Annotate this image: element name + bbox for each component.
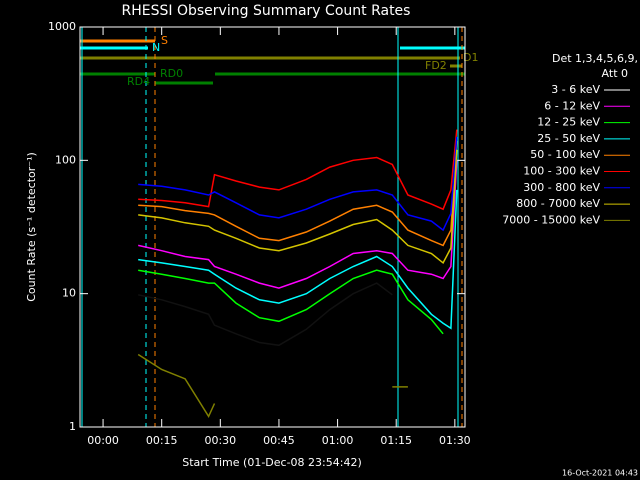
- series-line: [138, 160, 458, 289]
- x-tick-label: 01:00: [322, 434, 354, 447]
- legend-label: 300 - 800 keV: [523, 181, 600, 194]
- x-tick-label: 01:15: [380, 434, 412, 447]
- y-tick-label: 1000: [48, 20, 76, 33]
- legend-label: 50 - 100 keV: [530, 148, 600, 161]
- plot-frame: [79, 26, 466, 428]
- legend-label: 7000 - 15000 keV: [502, 213, 600, 226]
- legend-title: Att 0: [602, 67, 628, 80]
- annotation: S: [161, 34, 168, 47]
- y-tick-label: 1: [69, 420, 76, 433]
- legend-label: 12 - 25 keV: [537, 116, 600, 129]
- chart-title: RHESSI Observing Summary Count Rates: [122, 3, 411, 19]
- x-axis-label: Start Time (01-Dec-08 23:54:42): [182, 456, 362, 469]
- x-tick-label: 00:00: [87, 434, 119, 447]
- legend-label: 3 - 6 keV: [551, 83, 600, 96]
- annotation: RD0: [160, 67, 183, 80]
- y-axis-label: Count Rate (s⁻¹ detector⁻¹): [25, 152, 38, 302]
- annotation: FD2: [425, 59, 447, 72]
- y-tick-label: 100: [55, 153, 76, 166]
- footer: 16-Oct-2021 04:43: [562, 469, 638, 478]
- annotation: D1: [463, 51, 478, 64]
- series-line: [138, 129, 458, 211]
- legend-label: 25 - 50 keV: [537, 132, 600, 145]
- legend-label: 800 - 7000 keV: [516, 197, 600, 210]
- series-line: [138, 189, 458, 330]
- series-line: [138, 136, 458, 232]
- annotation: N: [152, 41, 160, 54]
- x-tick-label: 00:15: [146, 434, 178, 447]
- series-line: [138, 149, 458, 265]
- x-tick-label: 01:30: [439, 434, 471, 447]
- annotation: RD4: [127, 75, 150, 88]
- x-tick-label: 00:45: [263, 434, 295, 447]
- legend-label: 6 - 12 keV: [544, 99, 600, 112]
- series-line: [138, 140, 458, 247]
- x-tick-label: 00:30: [204, 434, 236, 447]
- series-line: [138, 269, 444, 335]
- y-tick-label: 10: [62, 287, 76, 300]
- series-line: [138, 282, 393, 347]
- legend-title: Det 1,3,4,5,6,9,: [552, 52, 638, 65]
- mode-bars: [80, 27, 465, 427]
- legend-label: 100 - 300 keV: [523, 165, 600, 178]
- series-line: [138, 80, 457, 416]
